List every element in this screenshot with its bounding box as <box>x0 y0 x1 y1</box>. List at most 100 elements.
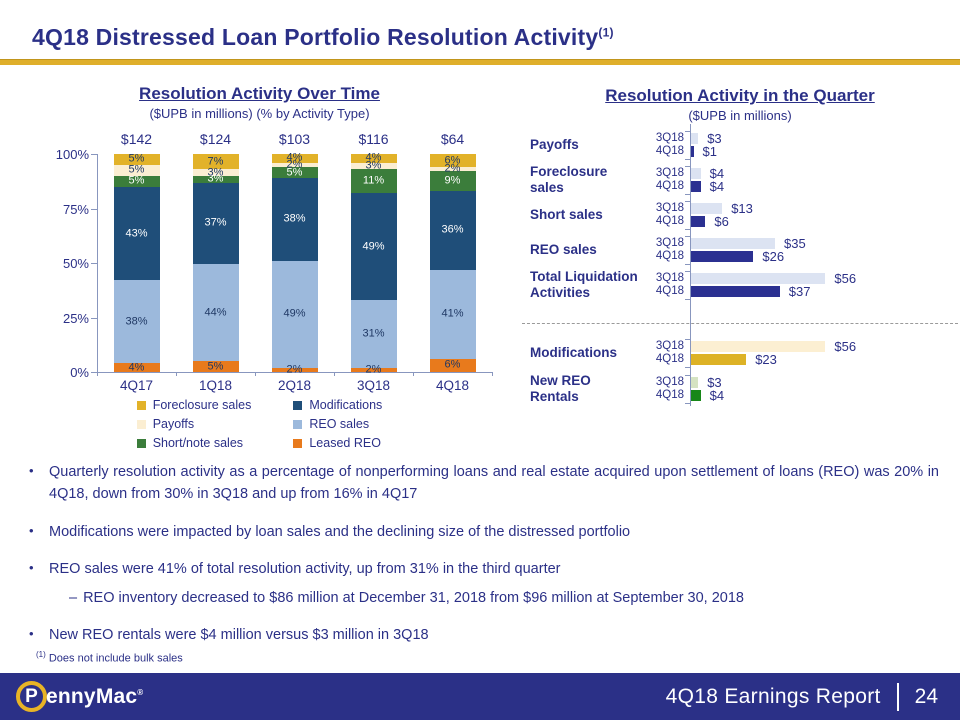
h-bar-value: $3 <box>707 375 722 390</box>
quarter-label: 3Q18 <box>655 237 684 249</box>
bar-segment-value: 9% <box>444 174 461 187</box>
x-axis-category-label: 3Q18 <box>356 378 391 393</box>
h-bar-value: $1 <box>702 144 717 159</box>
bar-segment-payoffs: 3% <box>192 167 239 178</box>
axis-group-tick <box>685 299 690 300</box>
bar-segment-value: 2% <box>286 363 303 376</box>
x-axis-category-label: 4Q18 <box>435 378 470 393</box>
bar-segment-value: 5% <box>207 360 224 372</box>
h-bar-value: $56 <box>834 339 857 354</box>
bar-segment-value: 49% <box>283 307 306 320</box>
bar-segment-leased-reo: 2% <box>271 364 318 375</box>
bar-segment-value: 2% <box>444 162 461 175</box>
footer-divider <box>896 682 899 711</box>
stacked-bar: 6% 41% 36% 9% 2% 6% <box>429 154 476 372</box>
logo-text: ennyMac® <box>46 684 144 708</box>
axis-group-tick <box>685 403 690 404</box>
chart-right-title: Resolution Activity in the Quarter <box>605 86 875 105</box>
chart-left-legend: Foreclosure sales Payoffs Short/note sales… <box>22 396 497 452</box>
axis-group-tick <box>685 194 690 195</box>
bar-total-label: $124 <box>199 131 232 147</box>
bullet-text: Quarterly resolution activity as a perce… <box>49 464 939 503</box>
footer-bar: P ennyMac® 4Q18 Earnings Report 24 <box>0 673 960 720</box>
axis-group-tick <box>685 166 690 167</box>
axis-group-tick <box>685 375 690 376</box>
legend-swatch-icon <box>136 438 146 448</box>
chart-left-subtitle: ($UPB in millions) (% by Activity Type) <box>149 106 370 121</box>
y-axis-tick <box>91 154 97 155</box>
bullet-item: • Modifications were impacted by loan sal… <box>25 521 939 543</box>
value-axis-line <box>690 124 691 406</box>
bar-total-label: $116 <box>358 131 389 147</box>
h-bar-value: $4 <box>709 166 725 181</box>
bar-segment-value: 7% <box>207 155 224 168</box>
bar-segment-value: 6% <box>444 154 461 167</box>
axis-group-tick <box>685 229 690 230</box>
quarter-label: 4Q18 <box>655 180 684 192</box>
h-bar-3q18 <box>691 341 826 352</box>
bar-segment-value: 36% <box>441 223 464 236</box>
bullet-item: • New REO rentals were $4 million versus … <box>25 624 939 646</box>
logo-initial: P <box>25 685 38 707</box>
bullet-icon: • <box>29 560 34 576</box>
page-title-text: 4Q18 Distressed Loan Portfolio Resolutio… <box>32 24 599 50</box>
bar-segment-modifications: 38% <box>271 178 318 261</box>
quarter-label: 4Q18 <box>655 353 684 365</box>
x-axis-category-label: 1Q18 <box>198 378 233 393</box>
quarter-label: 3Q18 <box>655 272 684 284</box>
legend-item-leased-reo: Leased REO <box>293 434 382 452</box>
axis-group-tick <box>685 236 690 237</box>
sub-bullet-item: – REO inventory decreased to $86 million … <box>49 587 939 609</box>
stacked-bar: 2% 31% 49% 11% 3% 4% <box>350 152 397 375</box>
bar-segment-modifications: 36% <box>429 191 476 270</box>
bar-segment-value: 3% <box>365 159 382 172</box>
h-bar-3q18 <box>691 273 826 284</box>
y-axis-tick <box>91 372 97 373</box>
bar-segment-foreclosure-sales: 4% <box>271 151 318 164</box>
quarter-label: 4Q18 <box>655 250 684 262</box>
legend-item-short-note-sales: Short/note sales <box>136 434 252 452</box>
legend-item-reo-sales: REO sales <box>293 415 382 433</box>
h-bar-4q18 <box>691 216 706 227</box>
h-bar-value: $3 <box>707 131 722 146</box>
bar-segment-value: 49% <box>362 240 385 253</box>
bar-segment-leased-reo: 5% <box>192 360 239 372</box>
x-axis-category-label: 4Q17 <box>119 378 154 393</box>
bullet-text: New REO rentals were $4 million versus $… <box>49 627 429 644</box>
bar-segment-leased-reo: 4% <box>113 362 160 373</box>
page-number: 24 <box>914 684 938 708</box>
quarter-label: 3Q18 <box>655 202 684 214</box>
axis-group-tick <box>685 271 690 272</box>
sub-bullet-text: REO inventory decreased to $86 million a… <box>83 589 744 606</box>
bar-group-label: Total Liquidation Activities <box>530 269 638 300</box>
legend-label: Short/note sales <box>152 436 244 450</box>
quarter-label: 3Q18 <box>655 167 684 179</box>
bar-group-label: Modifications <box>530 345 617 361</box>
stacked-bar-plot-area: 100% 75% 50% 25% 0% $142 4% 38% 43% 5% 5% 5% 4Q17 $12… <box>56 131 493 393</box>
h-bar-4q18 <box>691 146 694 157</box>
axis-group-tick <box>685 201 690 202</box>
quarter-label: 4Q18 <box>655 145 684 157</box>
y-axis-tick-label: 0% <box>70 365 89 380</box>
bar-segment-foreclosure-sales: 6% <box>429 154 476 168</box>
bar-total-label: $142 <box>120 131 153 147</box>
h-bar-4q18 <box>691 390 701 401</box>
bullet-item: • REO sales were 41% of total resolution … <box>25 558 939 609</box>
bullet-list: • Quarterly resolution activity as a perc… <box>25 461 939 662</box>
bar-group-label: Payoffs <box>530 137 579 153</box>
legend-label: Payoffs <box>152 417 195 431</box>
y-axis-tick-label: 75% <box>62 201 89 217</box>
x-axis-tick <box>255 372 256 376</box>
bar-segment-payoffs: 3% <box>350 159 397 172</box>
bar-segment-foreclosure-sales: 5% <box>113 153 160 165</box>
bullet-item: • Quarterly resolution activity as a perc… <box>25 461 939 506</box>
legend-swatch-icon <box>136 419 146 429</box>
quarter-label: 3Q18 <box>655 132 684 144</box>
x-axis-tick <box>176 372 177 376</box>
bar-segment-short-note-sales: 5% <box>271 167 318 178</box>
legend-swatch-icon <box>293 438 303 448</box>
bullet-icon: • <box>29 626 34 642</box>
legend-swatch-icon <box>293 419 303 429</box>
chart-resolution-in-quarter: Resolution Activity in the Quarter ($UPB… <box>522 86 958 456</box>
bar-segment-value: 4% <box>286 151 303 164</box>
